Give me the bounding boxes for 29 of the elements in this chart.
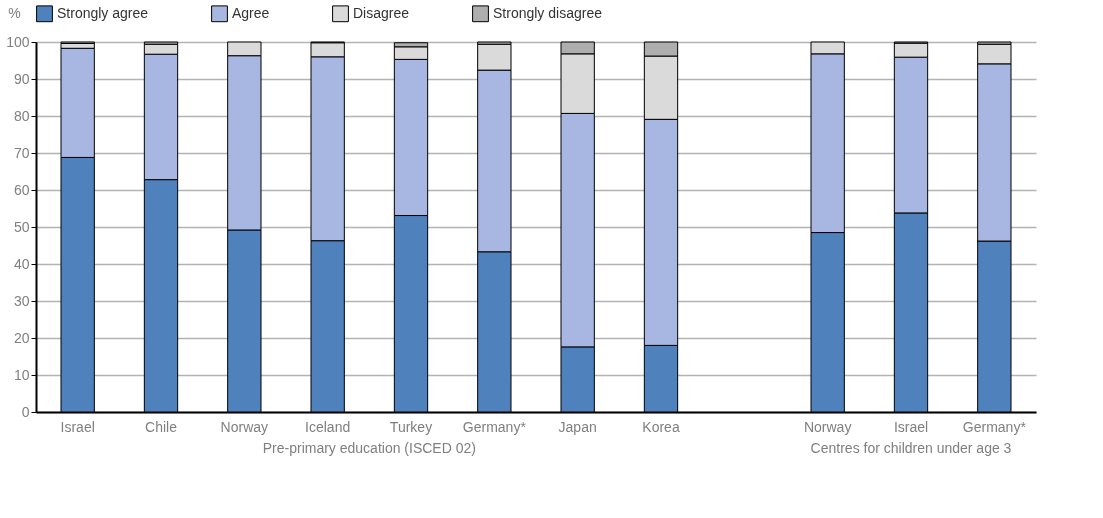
x-tick-label: Germany*	[962, 418, 1027, 435]
x-tick-label: Germany*	[462, 418, 527, 435]
text: Centres for children under age 3	[810, 440, 1012, 456]
y-tick-label: 60	[13, 181, 30, 198]
y-tick-label: 90	[13, 70, 30, 87]
x-tick-label: Turkey	[389, 418, 433, 435]
x-tick-label: Norway	[803, 418, 852, 435]
legend-label: Agree	[232, 4, 270, 21]
y-tick-label: 0	[21, 403, 30, 420]
y-tick-label: 80	[13, 107, 30, 124]
x-tick-label: Israel	[893, 418, 929, 435]
x-tick-label: Iceland	[305, 418, 351, 435]
y-tick-label: 30	[13, 292, 30, 309]
legend-label: Strongly agree	[57, 4, 149, 21]
legend-label: Strongly disagree	[493, 4, 603, 21]
text: Pre-primary education (ISCED 02)	[262, 440, 476, 456]
y-tick-label: 50	[13, 218, 30, 235]
y-axis-title: %	[8, 4, 21, 21]
y-tick-label: 20	[13, 329, 30, 346]
y-tick-label: 10	[13, 366, 30, 383]
x-tick-label: Japan	[558, 418, 597, 435]
y-tick-label: 100	[6, 33, 30, 50]
x-tick-label: Norway	[220, 418, 269, 435]
x-tick-label: Korea	[642, 418, 680, 435]
legend-label: Disagree	[353, 4, 410, 21]
x-tick-label: Israel	[60, 418, 95, 435]
x-tick-label: Chile	[145, 418, 178, 435]
y-tick-label: 40	[13, 255, 30, 272]
y-tick-label: 70	[13, 144, 30, 161]
